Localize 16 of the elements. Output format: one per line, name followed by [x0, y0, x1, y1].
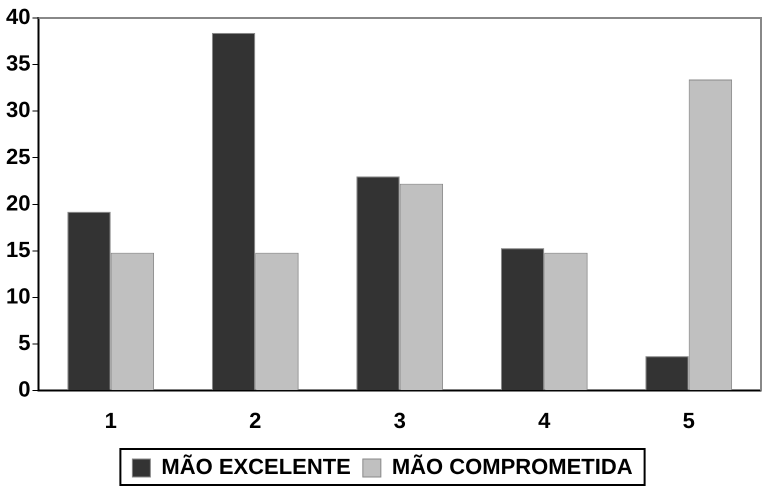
y-tick-label: 15: [6, 236, 30, 262]
y-tick-label: 20: [6, 190, 30, 216]
legend-label: MÃO COMPROMETIDA: [392, 454, 633, 480]
y-tick-label: 0: [18, 376, 30, 402]
legend-label: MÃO EXCELENTE: [161, 454, 351, 480]
x-tick-label: 5: [682, 408, 695, 433]
y-tick-label: 5: [18, 330, 30, 356]
y-tick-label: 25: [6, 144, 30, 169]
x-tick-label: 2: [249, 408, 262, 433]
x-tick-label: 3: [394, 408, 406, 433]
y-tick-label: 40: [6, 4, 30, 30]
x-tick-label: 1: [104, 408, 117, 433]
y-tick-label: 35: [6, 50, 30, 76]
y-tick-label: 10: [6, 284, 30, 309]
x-tick-label: 4: [538, 408, 552, 433]
y-tick-label: 30: [6, 97, 30, 122]
